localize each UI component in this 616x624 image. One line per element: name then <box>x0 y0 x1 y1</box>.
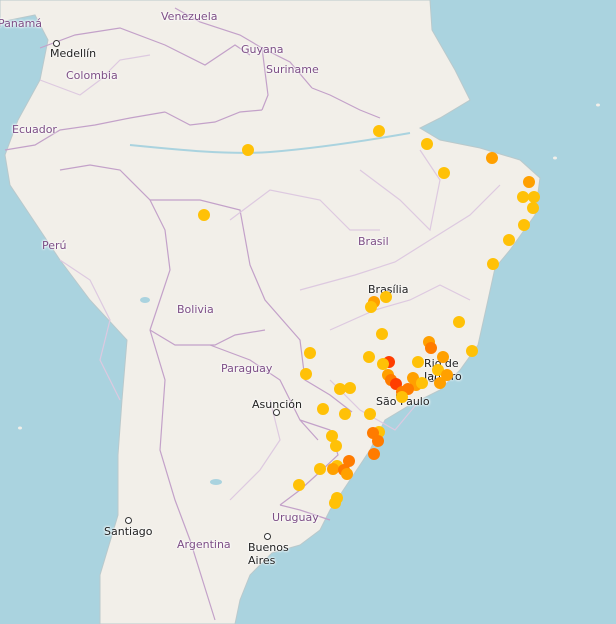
label-suriname: Suriname <box>266 63 319 76</box>
city-marker-buenos-aires <box>264 533 271 540</box>
island <box>18 426 22 430</box>
label-buenos-aires: Buenos Aires <box>248 541 289 567</box>
label-asuncion: Asunción <box>252 398 303 411</box>
data-marker[interactable] <box>377 358 389 370</box>
data-marker[interactable] <box>376 328 388 340</box>
label-argentina: Argentina <box>177 538 231 551</box>
lake <box>210 479 222 485</box>
data-marker[interactable] <box>396 391 408 403</box>
south-america-land <box>0 0 541 624</box>
label-panama: Panamá <box>0 17 43 30</box>
data-marker[interactable] <box>339 408 351 420</box>
data-marker[interactable] <box>527 202 539 214</box>
data-marker[interactable] <box>518 219 530 231</box>
label-santiago: Santiago <box>104 525 153 538</box>
data-marker[interactable] <box>363 351 375 363</box>
data-marker[interactable] <box>293 479 305 491</box>
label-medellin: Medellín <box>50 47 97 60</box>
data-marker[interactable] <box>425 342 437 354</box>
label-brasilia: Brasília <box>368 283 409 296</box>
data-marker[interactable] <box>434 377 446 389</box>
data-marker[interactable] <box>326 430 338 442</box>
data-marker[interactable] <box>317 403 329 415</box>
data-marker[interactable] <box>487 258 499 270</box>
data-marker[interactable] <box>334 383 346 395</box>
data-marker[interactable] <box>421 138 433 150</box>
data-marker[interactable] <box>486 152 498 164</box>
data-marker[interactable] <box>329 497 341 509</box>
label-bolivia: Bolivia <box>177 303 214 316</box>
data-marker[interactable] <box>466 345 478 357</box>
data-marker[interactable] <box>304 347 316 359</box>
data-marker[interactable] <box>372 435 384 447</box>
label-peru: Perú <box>42 239 67 252</box>
label-guyana: Guyana <box>241 43 284 56</box>
data-marker[interactable] <box>453 316 465 328</box>
data-marker[interactable] <box>364 408 376 420</box>
label-brasil: Brasil <box>358 235 389 248</box>
island <box>553 156 557 160</box>
label-venezuela: Venezuela <box>161 10 218 23</box>
data-marker[interactable] <box>341 468 353 480</box>
data-marker[interactable] <box>412 356 424 368</box>
data-marker[interactable] <box>517 191 529 203</box>
lake <box>140 297 150 303</box>
label-ecuador: Ecuador <box>12 123 57 136</box>
country-borders <box>4 7 501 621</box>
data-marker[interactable] <box>300 368 312 380</box>
label-uruguay: Uruguay <box>272 511 319 524</box>
data-marker[interactable] <box>437 351 449 363</box>
river <box>129 132 411 154</box>
data-marker[interactable] <box>373 125 385 137</box>
data-marker[interactable] <box>503 234 515 246</box>
data-marker[interactable] <box>380 291 392 303</box>
data-marker[interactable] <box>368 448 380 460</box>
data-marker[interactable] <box>523 176 535 188</box>
data-marker[interactable] <box>365 301 377 313</box>
island <box>596 103 600 107</box>
data-marker[interactable] <box>344 382 356 394</box>
data-marker[interactable] <box>438 167 450 179</box>
data-marker[interactable] <box>314 463 326 475</box>
data-marker[interactable] <box>198 209 210 221</box>
city-marker-medellin <box>53 40 60 47</box>
city-marker-santiago <box>125 517 132 524</box>
city-marker-asuncion <box>273 409 280 416</box>
data-marker[interactable] <box>242 144 254 156</box>
data-marker[interactable] <box>330 440 342 452</box>
data-marker[interactable] <box>528 191 540 203</box>
label-paraguay: Paraguay <box>221 362 273 375</box>
data-marker[interactable] <box>327 463 339 475</box>
data-marker[interactable] <box>416 377 428 389</box>
label-colombia: Colombia <box>66 69 118 82</box>
